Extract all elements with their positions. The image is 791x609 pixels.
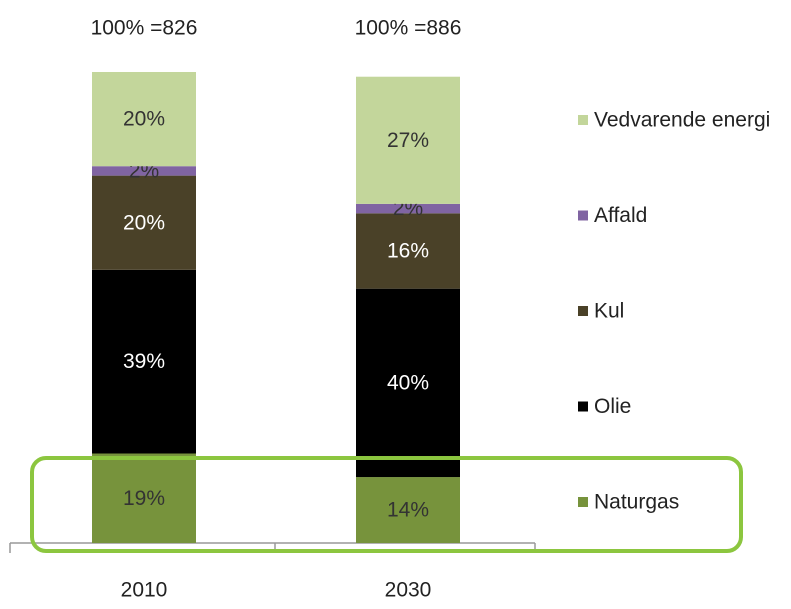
data-label: 19% <box>123 487 165 510</box>
bar-segment <box>92 166 196 176</box>
legend-swatch <box>578 497 588 507</box>
data-label: 27% <box>387 129 429 152</box>
data-label: 40% <box>387 371 429 394</box>
legend-swatch <box>578 306 588 316</box>
data-label: 20% <box>123 108 165 131</box>
legend-label: Olie <box>594 395 631 418</box>
bar-segment <box>92 453 196 543</box>
bar-segment <box>356 213 460 289</box>
legend-label: Affald <box>594 204 647 227</box>
category-label: 2030 <box>385 579 432 602</box>
category-label: 2010 <box>121 579 168 602</box>
legend-swatch <box>578 210 588 221</box>
legend-label: Naturgas <box>594 491 679 514</box>
highlight-box <box>30 456 743 553</box>
bar-segment <box>356 76 460 204</box>
data-label: 20% <box>123 211 165 234</box>
legend-swatch <box>578 401 588 412</box>
legend-swatch <box>578 115 588 125</box>
bar-segment <box>356 288 460 478</box>
data-label: 16% <box>387 240 429 263</box>
data-label: 39% <box>123 350 165 373</box>
total-label: 100% =886 <box>355 17 462 40</box>
bar-segment <box>356 203 460 214</box>
legend-label: Vedvarende energi <box>594 109 770 132</box>
data-label: 14% <box>387 499 429 522</box>
total-label: 100% =826 <box>91 17 198 40</box>
legend-label: Kul <box>594 300 624 323</box>
bar-segment <box>92 269 196 454</box>
bar-segment <box>356 477 460 543</box>
bar-segment <box>92 72 196 167</box>
bar-segment <box>92 175 196 270</box>
